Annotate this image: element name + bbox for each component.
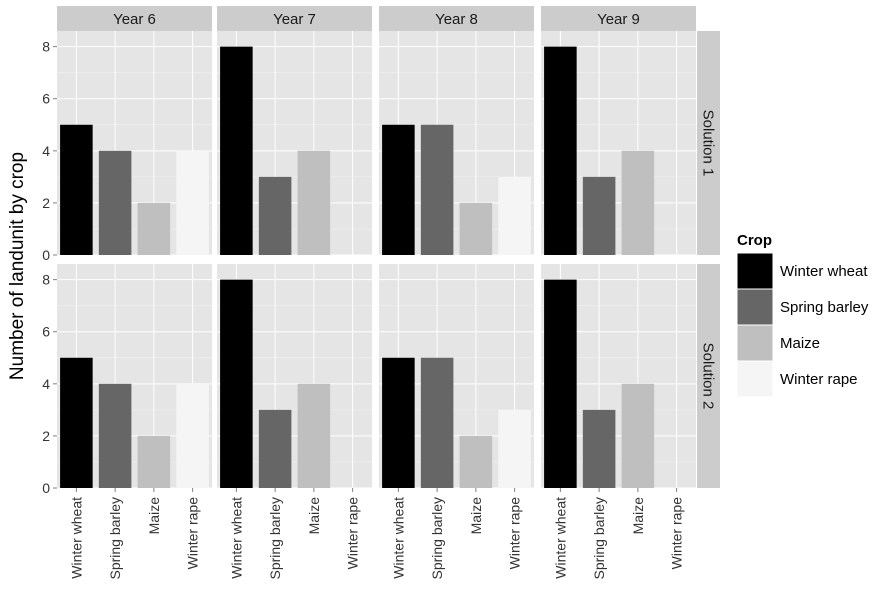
legend-swatch (736, 252, 774, 290)
bar-maize (459, 202, 493, 255)
bar-winter-wheat (220, 279, 253, 488)
bar-winter-rape (498, 176, 531, 255)
legend-label: Spring barley (780, 299, 869, 316)
y-tick-label: 0 (42, 247, 50, 263)
x-tick-label: Winter wheat (552, 497, 568, 579)
strip-solution-2 (697, 264, 720, 488)
bar-winter-wheat (544, 279, 577, 488)
y-tick-label: 4 (42, 376, 50, 392)
y-tick-label: 8 (42, 272, 50, 288)
bar-maize (621, 150, 655, 255)
bar-winter-rape (176, 150, 209, 255)
chart-panels (57, 31, 696, 489)
bar-spring-barley (98, 383, 132, 488)
bar-maize (137, 435, 171, 488)
bar-spring-barley (258, 409, 292, 488)
x-tick-label: Winter wheat (390, 497, 406, 579)
x-tick-label: Winter wheat (68, 497, 84, 579)
bar-winter-wheat (382, 357, 415, 488)
y-tick-label: 2 (42, 428, 50, 444)
legend-item-winter-wheat: Winter wheat (736, 252, 868, 290)
bar-spring-barley (420, 124, 454, 255)
x-axes: Winter wheat Spring barley Maize Winter rap… (68, 488, 685, 580)
x-tick-label: Maize (630, 497, 646, 535)
strip-label-year-7: Year 7 (273, 11, 316, 28)
facet-strips: Year 6 Year 7 Year 8 Year 9 Solution 1 Soluti… (57, 6, 720, 488)
strip-label-year-9: Year 9 (597, 11, 640, 28)
bar-winter-wheat (220, 46, 253, 256)
y-tick-label: 6 (42, 91, 50, 107)
x-tick-label: Spring barley (267, 497, 283, 580)
bar-maize (459, 435, 493, 488)
bar-spring-barley (582, 409, 616, 488)
legend-swatch (736, 360, 774, 398)
y-tick-label: 2 (42, 195, 50, 211)
bar-maize (621, 383, 655, 488)
bar-spring-barley (420, 357, 454, 488)
legend-item-spring-barley: Spring barley (736, 288, 869, 326)
legend-item-maize: Maize (736, 324, 820, 362)
panel-solution-2-year-7 (217, 264, 372, 489)
x-tick-label: Maize (146, 497, 162, 535)
y-axis-title: Number of landunit by crop (7, 152, 28, 380)
legend-label: Maize (780, 335, 820, 352)
x-tick-label: Spring barley (591, 497, 607, 580)
bar-winter-wheat (382, 124, 415, 255)
bar-maize (297, 150, 331, 255)
y-tick-label: 8 (42, 39, 50, 55)
x-tick-label: Winter rape (507, 497, 523, 570)
bar-spring-barley (98, 150, 132, 255)
panel-solution-1-year-6 (57, 31, 212, 256)
legend: Crop Winter wheat Spring barley Maize Winte… (736, 232, 869, 398)
bar-spring-barley (582, 176, 616, 255)
panel-solution-2-year-6 (57, 264, 212, 489)
strip-solution-1 (697, 31, 720, 255)
strip-year-6 (57, 6, 212, 31)
x-tick-label: Maize (468, 497, 484, 535)
bar-winter-rape (176, 383, 209, 488)
legend-swatch (736, 288, 774, 326)
y-tick-label: 6 (42, 324, 50, 340)
strip-year-8 (379, 6, 534, 31)
y-tick-label: 4 (42, 143, 50, 159)
panel-solution-2-year-9 (541, 264, 696, 489)
strip-label-year-8: Year 8 (435, 11, 478, 28)
y-axes: 0 2 4 6 8 0 2 4 6 8 (42, 39, 57, 496)
strip-label-solution-1: Solution 1 (700, 110, 717, 177)
strip-label-year-6: Year 6 (113, 11, 156, 28)
bar-winter-rape (498, 409, 531, 488)
x-tick-label: Winter wheat (228, 497, 244, 579)
x-tick-label: Spring barley (107, 497, 123, 580)
bar-spring-barley (258, 176, 292, 255)
x-tick-label: Winter rape (669, 497, 685, 570)
x-tick-label: Winter rape (345, 497, 361, 570)
legend-swatch (736, 324, 774, 362)
x-tick-label: Winter rape (185, 497, 201, 570)
x-tick-label: Spring barley (429, 497, 445, 580)
strip-year-7 (217, 6, 372, 31)
strip-label-solution-2: Solution 2 (700, 343, 717, 410)
legend-title: Crop (737, 232, 772, 249)
bar-winter-wheat (60, 124, 93, 255)
legend-item-winter-rape: Winter rape (736, 360, 858, 398)
legend-label: Winter wheat (780, 263, 868, 280)
x-tick-label: Maize (306, 497, 322, 535)
panel-solution-1-year-8 (379, 31, 534, 256)
bar-maize (137, 202, 171, 255)
bar-winter-wheat (544, 46, 577, 256)
strip-year-9 (541, 6, 696, 31)
panel-solution-2-year-8 (379, 264, 534, 489)
bar-winter-wheat (60, 357, 93, 488)
panel-solution-1-year-7 (217, 31, 372, 256)
panel-solution-1-year-9 (541, 31, 696, 256)
bar-maize (297, 383, 331, 488)
y-tick-label: 0 (42, 480, 50, 496)
legend-label: Winter rape (780, 371, 858, 388)
